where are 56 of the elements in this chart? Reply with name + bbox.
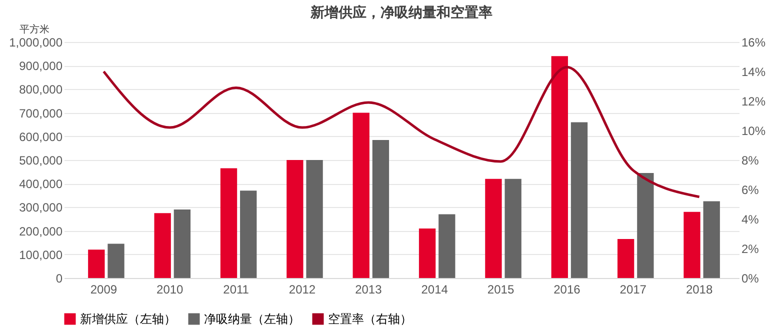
x-tick-label: 2017 — [620, 282, 647, 296]
legend-label: 新增供应（左轴） — [80, 312, 176, 326]
x-tick-label: 2018 — [686, 282, 713, 296]
x-tick-label: 2013 — [355, 282, 382, 296]
x-tick-label: 2015 — [487, 282, 514, 296]
y-tick-label: 0 — [56, 272, 63, 286]
bar — [617, 239, 634, 278]
y2-tick-label: 0% — [742, 272, 760, 286]
y2-tick-label: 10% — [742, 124, 766, 138]
y-tick-label: 300,000 — [19, 200, 63, 215]
x-tick-label: 2012 — [288, 282, 316, 296]
bar — [684, 212, 700, 278]
bar — [504, 178, 522, 278]
y-tick-label: 200,000 — [19, 224, 63, 238]
bar — [220, 168, 238, 278]
y-tick-label: 600,000 — [19, 130, 63, 144]
legend-label: 空置率（右轴） — [328, 312, 412, 326]
x-tick-label: 2009 — [90, 282, 118, 296]
bar — [88, 250, 105, 278]
x-tick-label: 2016 — [554, 282, 581, 296]
bar — [174, 210, 191, 278]
bar — [485, 178, 502, 278]
bar — [570, 122, 588, 278]
bar — [551, 56, 568, 278]
bar — [438, 214, 456, 278]
y2-tick-label: 2% — [742, 242, 760, 256]
bar — [372, 140, 390, 278]
y2-tick-label: 8% — [742, 154, 760, 168]
y2-tick-label: 4% — [742, 212, 760, 226]
y-tick-label: 900,000 — [19, 59, 63, 74]
y-tick-label: 100,000 — [19, 248, 63, 262]
bar — [154, 213, 171, 278]
y2-tick-label: 6% — [742, 183, 760, 197]
x-tick-label: 2010 — [156, 282, 184, 296]
bar — [108, 244, 124, 278]
y-axis-title: 平方米 — [20, 24, 50, 36]
y-tick-label: 700,000 — [19, 106, 63, 120]
bar — [306, 160, 323, 278]
bar — [637, 172, 654, 278]
bar — [352, 112, 370, 278]
y-tick-label: 500,000 — [19, 154, 63, 168]
y2-tick-label: 12% — [742, 94, 766, 108]
y2-tick-label: 14% — [742, 65, 766, 79]
y-tick-label: 400,000 — [19, 177, 63, 192]
bar — [286, 160, 304, 278]
bar — [703, 201, 720, 278]
chart-title: 新增供应，净吸纳量和空置率 — [310, 4, 492, 20]
y-tick-label: 1,000,000 — [9, 36, 63, 50]
x-tick-label: 2014 — [421, 282, 448, 296]
legend-label: 净吸纳量（左轴） — [204, 312, 300, 326]
bar — [418, 228, 436, 278]
line-series — [102, 66, 701, 198]
y-tick-label: 800,000 — [19, 82, 63, 97]
y2-tick-label: 16% — [742, 36, 766, 50]
bar — [240, 190, 257, 278]
x-tick-label: 2011 — [223, 282, 250, 296]
